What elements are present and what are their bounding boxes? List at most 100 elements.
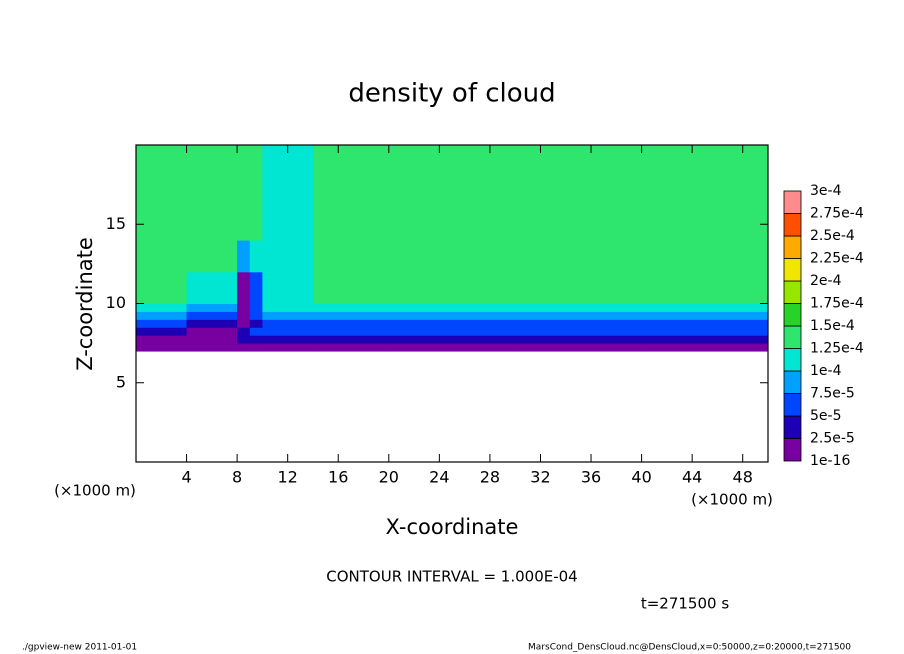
colorbar-label: 2.5e-4 xyxy=(810,228,855,244)
field-cell xyxy=(249,208,263,241)
colorbar-box xyxy=(783,190,802,214)
field-cell xyxy=(136,271,188,304)
field-cell xyxy=(515,176,643,209)
colorbar-box xyxy=(783,393,802,417)
colorbar-box xyxy=(783,213,802,237)
field-cell xyxy=(641,271,769,304)
field-cell xyxy=(262,145,289,178)
field-cell xyxy=(237,145,251,178)
field-cell xyxy=(249,145,263,178)
field-cell xyxy=(641,303,769,312)
field-cell xyxy=(237,271,251,304)
field-cell xyxy=(312,303,390,312)
x-tick-label: 40 xyxy=(631,468,651,487)
field-cell xyxy=(312,271,390,304)
field-cell xyxy=(388,311,516,320)
field-cell xyxy=(641,240,769,273)
field-cell xyxy=(312,311,390,320)
field-cell xyxy=(249,271,263,304)
field-cell xyxy=(262,271,289,304)
colorbar-box xyxy=(783,303,802,327)
colorbar-box xyxy=(783,415,802,439)
y-tick-label: 5 xyxy=(116,372,126,391)
field-cell xyxy=(641,335,769,344)
colorbar-label: 1.75e-4 xyxy=(810,296,864,312)
field-cell xyxy=(515,319,643,328)
field-cell xyxy=(186,311,238,320)
field-cell xyxy=(136,343,188,352)
field-cell xyxy=(287,335,314,344)
field-cell xyxy=(249,319,263,328)
field-cell xyxy=(312,240,390,273)
colorbar-label: 2.75e-4 xyxy=(810,206,864,222)
field-cell xyxy=(515,343,643,352)
y-tick-label: 15 xyxy=(106,214,126,233)
field-cell xyxy=(312,343,390,352)
field-cell xyxy=(287,327,314,336)
x-tick-label: 8 xyxy=(232,468,242,487)
contour-note: CONTOUR INTERVAL = 1.000E-04 xyxy=(326,568,577,586)
field-cell xyxy=(287,303,314,312)
field-cell xyxy=(641,319,769,328)
field-cell xyxy=(312,176,390,209)
colorbar-box xyxy=(783,370,802,394)
field-cell xyxy=(388,145,516,178)
field-cell xyxy=(186,327,238,336)
field-cell xyxy=(287,271,314,304)
field-cell xyxy=(388,240,516,273)
colorbar-label: 1e-16 xyxy=(810,453,850,469)
field-cell xyxy=(262,208,289,241)
field-cell xyxy=(515,240,643,273)
field-cell xyxy=(287,145,314,178)
field-cell xyxy=(186,240,238,273)
field-cell xyxy=(641,343,769,352)
colorbar-label: 2.5e-5 xyxy=(810,431,855,447)
field-cell xyxy=(515,327,643,336)
field-cell xyxy=(515,145,643,178)
colorbar-box xyxy=(783,348,802,372)
field-cell xyxy=(136,327,188,336)
field-cell xyxy=(515,335,643,344)
field-cell xyxy=(237,176,251,209)
field-cell xyxy=(186,208,238,241)
field-cell xyxy=(237,311,251,320)
x-tick-label: 36 xyxy=(581,468,601,487)
field-cell xyxy=(186,335,238,344)
field-cell xyxy=(136,319,188,328)
field-cell xyxy=(641,208,769,241)
x-tick-label: 28 xyxy=(480,468,500,487)
field-cell xyxy=(262,311,289,320)
y-axis-label: Z-coordinate xyxy=(73,237,97,371)
field-cell xyxy=(641,311,769,320)
colorbar-label: 1.5e-4 xyxy=(810,318,855,334)
field-cell xyxy=(237,319,251,328)
colorbar-box xyxy=(783,325,802,349)
x-tick-label: 32 xyxy=(530,468,550,487)
field-cell xyxy=(287,319,314,328)
x-tick-label: 16 xyxy=(328,468,348,487)
field-cell xyxy=(249,176,263,209)
field-cell xyxy=(388,271,516,304)
field-cell xyxy=(515,208,643,241)
field-cell xyxy=(388,176,516,209)
field-cell xyxy=(312,319,390,328)
field-cell xyxy=(287,343,314,352)
time-label: t=271500 s xyxy=(641,595,729,613)
field-cell xyxy=(249,311,263,320)
field-cell xyxy=(262,176,289,209)
field-cell xyxy=(249,343,263,352)
field-cell xyxy=(186,145,238,178)
colorbar-label: 1.25e-4 xyxy=(810,341,864,357)
y-unit: (×1000 m) xyxy=(54,482,136,500)
x-tick-label: 20 xyxy=(379,468,399,487)
x-tick-label: 44 xyxy=(682,468,702,487)
colorbar-label: 2e-4 xyxy=(810,273,842,289)
field-cell xyxy=(388,303,516,312)
field-cell xyxy=(136,240,188,273)
x-axis-label: X-coordinate xyxy=(386,515,519,539)
field-cell xyxy=(136,145,188,178)
field-cell xyxy=(186,319,238,328)
field-cell xyxy=(312,327,390,336)
field-cell xyxy=(237,335,251,344)
